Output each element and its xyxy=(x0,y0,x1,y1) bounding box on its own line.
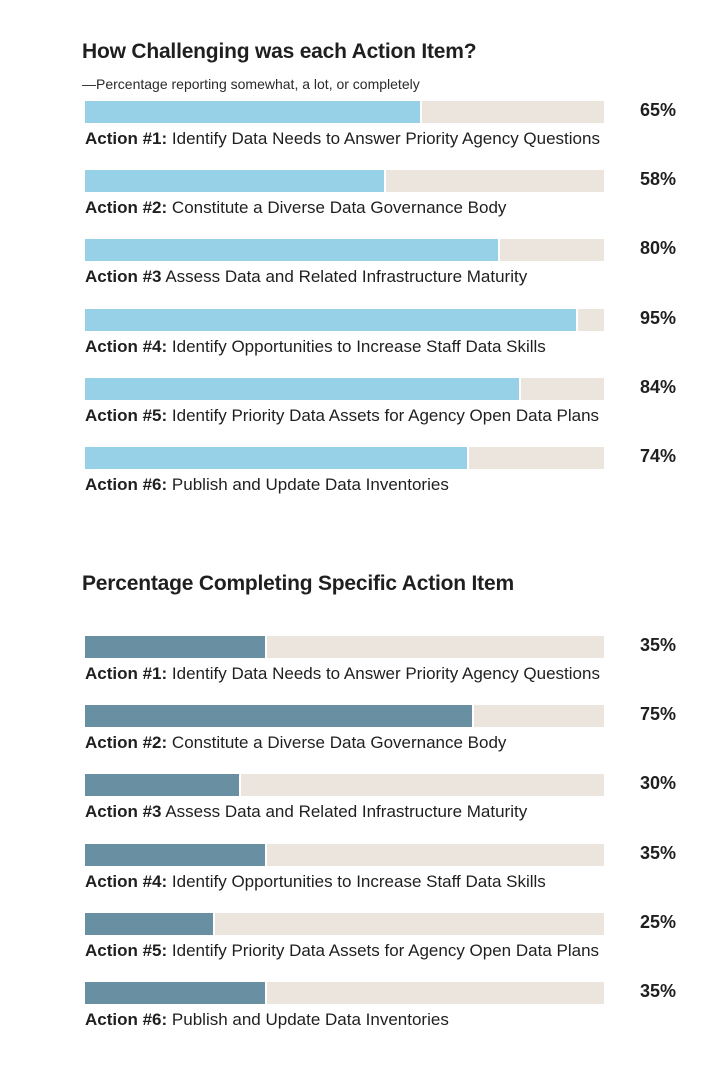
category-label: Action #4: Identify Opportunities to Inc… xyxy=(85,337,546,357)
bar-track xyxy=(85,843,604,866)
bar-row: 74% Action #6: Publish and Update Data In… xyxy=(82,445,682,516)
action-text: Assess Data and Related Infrastructure M… xyxy=(165,267,528,287)
bar-fill xyxy=(85,446,470,469)
action-number: Action #6: xyxy=(85,474,168,494)
action-text: Publish and Update Data Inventories xyxy=(171,474,449,494)
bar-row: 65% Action #1: Identify Data Needs to Ans… xyxy=(82,100,682,170)
bar-row: 75% Action #2: Constitute a Diverse Data … xyxy=(82,704,682,774)
value-label: 95% xyxy=(639,307,676,328)
category-label: Action #6: Publish and Update Data Inven… xyxy=(85,1010,449,1030)
category-label: Action #1: Identify Data Needs to Answer… xyxy=(85,129,600,149)
action-text: Identify Opportunities to Increase Staff… xyxy=(171,871,546,891)
category-label: Action #2: Constitute a Diverse Data Gov… xyxy=(85,733,506,753)
action-number: Action #4: xyxy=(85,871,168,891)
action-number: Action #6: xyxy=(85,1009,168,1029)
bar-fill xyxy=(85,981,267,1004)
action-text: Identify Opportunities to Increase Staff… xyxy=(171,336,546,356)
bar-track xyxy=(85,377,604,400)
bar-row: 84% Action #5: Identify Priority Data Ass… xyxy=(82,376,682,447)
bar-row: 95% Action #4: Identify Opportunities to … xyxy=(82,307,682,378)
chart-title: How Challenging was each Action Item? xyxy=(82,40,477,63)
category-label: Action #3 Assess Data and Related Infras… xyxy=(85,802,527,822)
value-label: 35% xyxy=(639,635,676,655)
value-label: 84% xyxy=(639,376,676,397)
category-label: Action #6: Publish and Update Data Inven… xyxy=(85,475,449,495)
bar-fill xyxy=(85,170,387,193)
bar-fill xyxy=(85,774,241,797)
bar-track xyxy=(85,101,604,123)
bar-fill xyxy=(85,239,501,262)
bar-list: 65% Action #1: Identify Data Needs to Ans… xyxy=(82,100,682,516)
challenge-chart: How Challenging was each Action Item? —P… xyxy=(82,40,682,516)
category-label: Action #1: Identify Data Needs to Answer… xyxy=(85,664,600,684)
action-text: Identify Priority Data Assets for Agency… xyxy=(171,940,600,960)
bar-track xyxy=(85,170,604,193)
bar-fill xyxy=(85,912,215,935)
category-label: Action #2: Constitute a Diverse Data Gov… xyxy=(85,198,506,218)
bar-fill xyxy=(85,308,579,331)
bar-track xyxy=(85,705,604,728)
bar-track xyxy=(85,636,604,658)
bar-row: 35% Action #4: Identify Opportunities to … xyxy=(82,842,682,913)
value-label: 30% xyxy=(639,773,676,794)
action-text: Assess Data and Related Infrastructure M… xyxy=(165,802,528,822)
bar-row: 58% Action #2: Constitute a Diverse Data … xyxy=(82,169,682,239)
value-label: 25% xyxy=(639,911,676,932)
bar-fill xyxy=(85,843,267,866)
bar-row: 35% Action #6: Publish and Update Data In… xyxy=(82,980,682,1051)
bar-fill xyxy=(85,101,423,123)
action-number: Action #3 xyxy=(85,802,162,822)
bar-row: 35% Action #1: Identify Data Needs to Ans… xyxy=(82,635,682,705)
completion-chart: Percentage Completing Specific Action It… xyxy=(82,572,682,1051)
bar-track xyxy=(85,912,604,935)
bar-track xyxy=(85,981,604,1004)
action-number: Action #3 xyxy=(85,267,162,287)
bar-fill xyxy=(85,636,267,658)
action-number: Action #5: xyxy=(85,405,168,425)
action-number: Action #1: xyxy=(85,664,168,683)
category-label: Action #5: Identify Priority Data Assets… xyxy=(85,941,599,961)
action-text: Publish and Update Data Inventories xyxy=(171,1009,449,1029)
value-label: 35% xyxy=(639,842,676,863)
action-number: Action #4: xyxy=(85,336,168,356)
action-number: Action #2: xyxy=(85,198,168,218)
category-label: Action #5: Identify Priority Data Assets… xyxy=(85,406,599,426)
value-label: 58% xyxy=(639,169,676,190)
value-label: 65% xyxy=(639,100,676,120)
bar-fill xyxy=(85,377,521,400)
action-text: Identify Priority Data Assets for Agency… xyxy=(171,405,600,425)
action-text: Identify Data Needs to Answer Priority A… xyxy=(171,129,600,148)
bar-row: 80% Action #3 Assess Data and Related Inf… xyxy=(82,238,682,308)
bar-track xyxy=(85,446,604,469)
category-label: Action #3 Assess Data and Related Infras… xyxy=(85,267,527,287)
bar-track xyxy=(85,308,604,331)
chart-title: Percentage Completing Specific Action It… xyxy=(82,572,514,595)
action-number: Action #2: xyxy=(85,733,168,753)
value-label: 75% xyxy=(639,704,676,725)
action-text: Identify Data Needs to Answer Priority A… xyxy=(171,664,600,683)
bar-track xyxy=(85,774,604,797)
action-number: Action #1: xyxy=(85,129,168,148)
action-text: Constitute a Diverse Data Governance Bod… xyxy=(171,733,507,753)
bar-fill xyxy=(85,705,475,728)
bar-row: 30% Action #3 Assess Data and Related Inf… xyxy=(82,773,682,843)
bar-list: 35% Action #1: Identify Data Needs to Ans… xyxy=(82,635,682,1051)
value-label: 74% xyxy=(639,445,676,466)
action-text: Constitute a Diverse Data Governance Bod… xyxy=(171,198,507,218)
chart-subtitle: —Percentage reporting somewhat, a lot, o… xyxy=(82,76,420,92)
bar-row: 25% Action #5: Identify Priority Data Ass… xyxy=(82,911,682,982)
value-label: 80% xyxy=(639,238,676,259)
action-number: Action #5: xyxy=(85,940,168,960)
value-label: 35% xyxy=(639,980,676,1001)
category-label: Action #4: Identify Opportunities to Inc… xyxy=(85,872,546,892)
bar-track xyxy=(85,239,604,262)
